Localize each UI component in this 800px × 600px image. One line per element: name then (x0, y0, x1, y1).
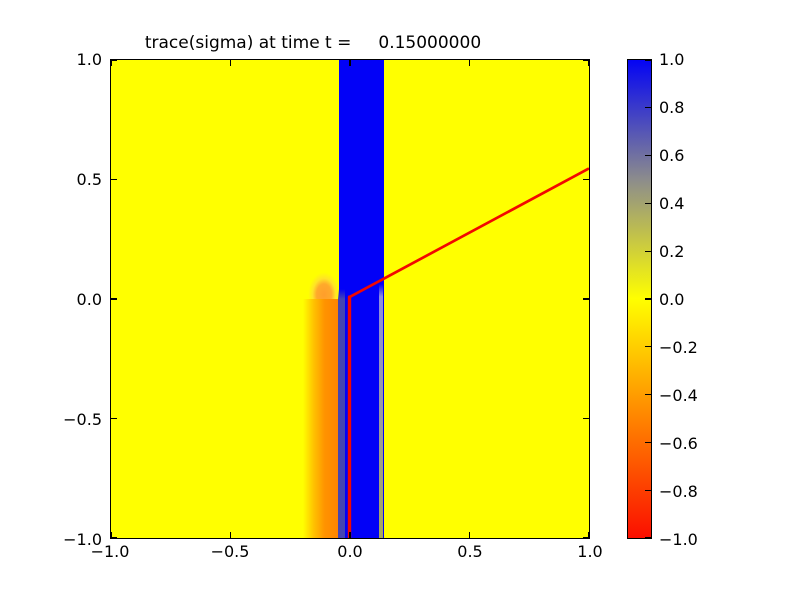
colorbar-tick-label: 0.0 (659, 289, 685, 309)
y-tick-label: 1.0 (76, 49, 102, 69)
y-tick-right (583, 298, 589, 300)
colorbar-tick (645, 107, 651, 109)
indigo-stripe (337, 288, 345, 538)
x-tick-bottom (349, 532, 351, 538)
x-tick-bottom (588, 532, 589, 538)
y-tick-left (111, 298, 117, 300)
colorbar-tick (645, 393, 651, 396)
x-tick-bottom (111, 532, 112, 538)
y-tick-left (111, 60, 117, 61)
colorbar-tick-label: 0.2 (659, 241, 685, 261)
y-tick-label: 0.5 (76, 169, 102, 189)
y-tick-right (583, 60, 589, 61)
x-tick-bottom (229, 532, 232, 538)
colorbar-tick-label: 1.0 (659, 49, 685, 69)
colorbar-tick-label: −0.4 (659, 385, 698, 405)
colorbar-tick (645, 537, 651, 539)
x-tick-top (111, 60, 112, 66)
orange-band (303, 299, 339, 538)
chart-title: trace(sigma) at time t = 0.15000000 (144, 33, 482, 53)
y-tick-right (583, 417, 589, 420)
colorbar-tick (645, 298, 651, 300)
y-tick-label: 0.0 (76, 289, 102, 309)
y-tick-left (111, 417, 117, 420)
colorbar-tick-label: −0.6 (659, 433, 698, 453)
blue-band (339, 60, 384, 538)
x-tick-label: 0.0 (337, 542, 363, 561)
colorbar-tick (645, 250, 651, 252)
x-tick-top (468, 60, 471, 66)
x-tick-label: −1.0 (90, 542, 130, 561)
colorbar-tick-label: −1.0 (659, 529, 698, 549)
colorbar (627, 59, 652, 539)
x-tick-label: 1.0 (577, 542, 603, 561)
x-tick-bottom (468, 532, 471, 538)
colorbar-tick-label: 0.4 (659, 193, 685, 213)
colorbar-tick (645, 489, 651, 491)
colorbar-tick (645, 154, 651, 157)
x-tick-label: 0.5 (457, 542, 483, 561)
y-tick-left (111, 537, 117, 538)
blue-band-soft-right-edge (378, 284, 384, 538)
x-tick-top (588, 60, 589, 66)
colorbar-tick-label: −0.8 (659, 481, 698, 501)
colorbar-tick-label: 0.8 (659, 97, 685, 117)
x-tick-top (349, 60, 351, 66)
y-tick-label: −1.0 (63, 529, 102, 549)
red-ray-path (347, 167, 589, 538)
colorbar-tick (645, 441, 651, 444)
y-tick-left (111, 178, 117, 181)
y-tick-label: −0.5 (63, 409, 102, 429)
colorbar-tick-label: 0.6 (659, 145, 685, 165)
colorbar-tick (645, 346, 651, 348)
x-tick-top (229, 60, 232, 66)
colorbar-tick-label: −0.2 (659, 337, 698, 357)
plot-area (110, 59, 590, 539)
x-tick-label: −0.5 (210, 542, 250, 561)
y-tick-right (583, 537, 589, 538)
colorbar-tick (645, 59, 651, 61)
y-tick-right (583, 178, 589, 181)
colorbar-tick (645, 202, 651, 205)
